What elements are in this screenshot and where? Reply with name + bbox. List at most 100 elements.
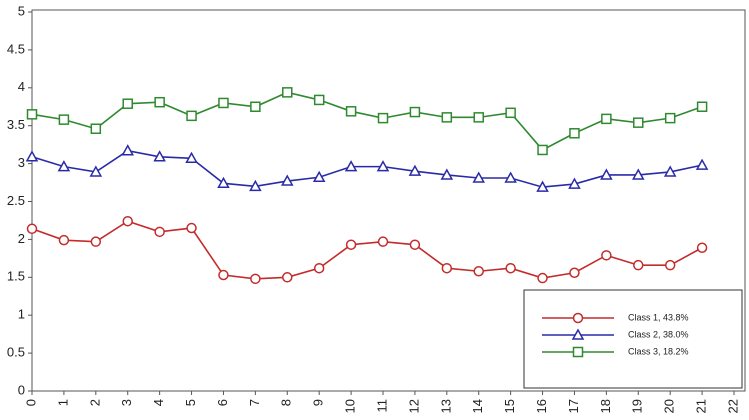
marker <box>537 144 548 156</box>
marker <box>409 239 421 250</box>
y-tick-label: 0.5 <box>7 345 25 360</box>
x-tick-label: 5 <box>183 399 198 406</box>
x-tick-label: 13 <box>438 399 453 413</box>
marker <box>473 265 484 277</box>
marker <box>345 239 357 250</box>
marker <box>663 165 677 177</box>
legend-label: Class 1, 43.8% <box>628 312 689 322</box>
x-tick-label: 11 <box>374 399 389 413</box>
y-tick-label: 3 <box>18 155 25 170</box>
marker <box>505 107 516 119</box>
marker <box>409 106 421 118</box>
legend-label: Class 2, 38.0% <box>628 329 689 339</box>
y-tick-label: 3.5 <box>7 117 25 132</box>
x-tick-label: 19 <box>630 399 645 413</box>
x-tick-label: 0 <box>23 399 38 406</box>
marker <box>250 273 261 285</box>
marker <box>695 158 709 170</box>
marker <box>58 234 70 246</box>
marker <box>664 112 676 124</box>
marker <box>377 236 389 247</box>
marker <box>90 236 102 247</box>
marker <box>90 123 102 134</box>
marker <box>472 171 486 183</box>
marker <box>282 272 293 283</box>
x-tick-label: 12 <box>406 399 421 413</box>
marker <box>664 259 676 271</box>
marker <box>376 160 390 172</box>
marker <box>537 272 548 284</box>
x-tick-label: 14 <box>470 399 485 413</box>
marker <box>473 112 484 123</box>
x-tick-label: 22 <box>725 399 740 413</box>
series-line <box>31 91 703 151</box>
marker <box>25 150 39 162</box>
marker <box>569 128 580 139</box>
marker <box>441 112 453 123</box>
marker <box>377 112 389 124</box>
y-tick-label: 0 <box>18 382 25 397</box>
x-tick-label: 15 <box>502 399 517 413</box>
marker <box>572 312 584 324</box>
marker <box>122 98 133 109</box>
marker <box>600 168 613 180</box>
series-line <box>31 149 703 188</box>
marker <box>26 109 38 120</box>
marker <box>504 171 517 183</box>
x-tick-label: 3 <box>119 399 134 406</box>
x-tick-label: 2 <box>87 399 102 406</box>
x-tick-label: 4 <box>151 399 166 406</box>
y-tick-label: 4.5 <box>7 41 25 56</box>
marker <box>218 269 229 281</box>
x-tick-label: 18 <box>598 399 613 413</box>
x-tick-label: 7 <box>247 399 262 406</box>
y-tick-label: 1.5 <box>7 269 25 284</box>
marker <box>154 96 165 108</box>
marker <box>441 262 453 274</box>
x-tick-label: 17 <box>566 399 581 413</box>
marker <box>696 242 708 253</box>
plot-frame <box>31 9 746 392</box>
marker <box>57 160 71 172</box>
marker <box>58 114 70 125</box>
marker <box>153 150 166 162</box>
legend: Class 1, 43.8% Class 2, 38.0% Class 3, 18.… <box>523 289 743 389</box>
marker <box>154 226 165 238</box>
y-tick-label: 4 <box>18 79 25 94</box>
marker <box>313 262 325 274</box>
marker <box>282 87 293 98</box>
marker <box>312 170 326 182</box>
y-tick-label: 5 <box>18 3 25 18</box>
marker <box>536 180 549 192</box>
marker <box>572 346 584 358</box>
marker <box>217 176 230 189</box>
marker <box>249 179 262 192</box>
marker <box>313 94 325 106</box>
marker <box>440 168 454 180</box>
x-tick-label: 9 <box>311 399 326 406</box>
x-tick-label: 1 <box>55 399 70 406</box>
marker <box>408 164 422 176</box>
x-tick-label: 6 <box>215 399 230 406</box>
series-line <box>31 220 703 280</box>
marker <box>601 113 612 125</box>
x-tick-label: 10 <box>343 399 358 413</box>
marker <box>345 106 357 117</box>
marker <box>633 117 644 128</box>
y-tick-label: 1 <box>18 307 25 322</box>
marker <box>505 262 516 274</box>
marker <box>280 174 294 186</box>
y-tick-label: 2.5 <box>7 193 25 208</box>
marker <box>89 165 103 177</box>
marker <box>122 215 133 227</box>
marker <box>26 223 38 235</box>
x-tick-label: 8 <box>279 399 294 406</box>
marker <box>601 250 612 261</box>
marker <box>344 160 358 172</box>
marker <box>218 97 229 109</box>
marker <box>186 222 197 234</box>
marker <box>631 168 645 180</box>
x-tick-label: 20 <box>662 399 677 413</box>
marker <box>186 110 197 122</box>
